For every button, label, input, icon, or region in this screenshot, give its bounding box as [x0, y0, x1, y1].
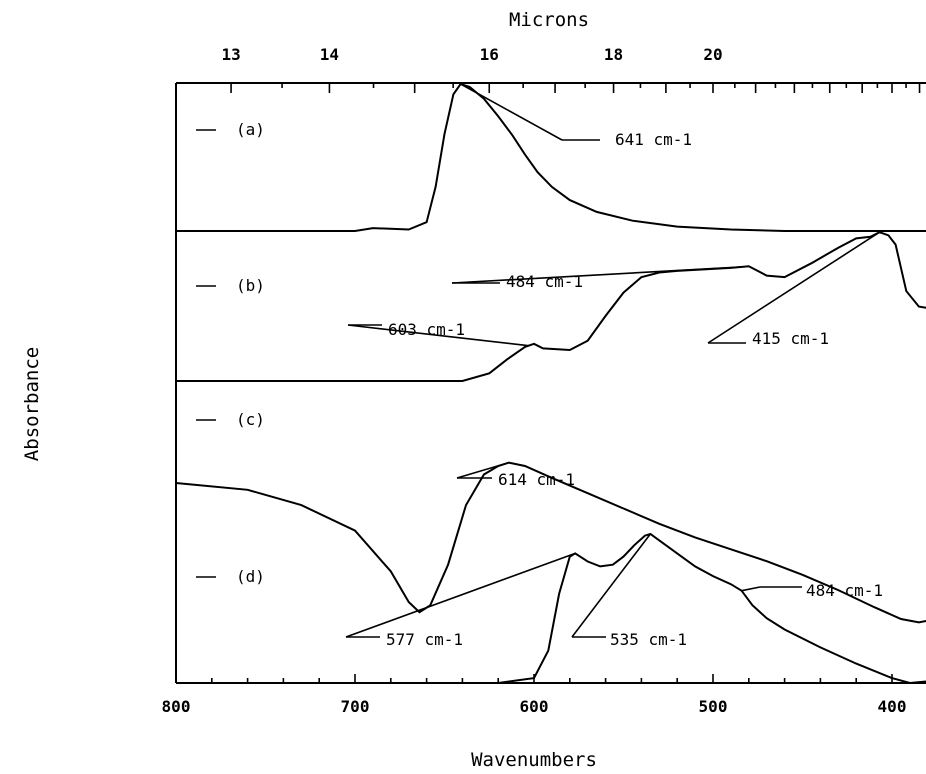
x-tick-label: 500	[699, 697, 728, 716]
trace-a	[176, 82, 926, 232]
annotation-leader	[707, 231, 880, 344]
annotation-leader	[456, 461, 510, 479]
x-tick-label: 600	[520, 697, 549, 716]
trace-c	[175, 461, 926, 624]
annotation-leader	[571, 533, 651, 638]
y-axis-title: Absorbance	[21, 347, 43, 461]
x-axis-title: Wavenumbers	[471, 749, 597, 771]
top-tick-label: 14	[320, 45, 339, 64]
annotation-label: 484 cm-1	[806, 581, 883, 600]
x-tick-label: 700	[341, 697, 370, 716]
top-tick-label: 13	[221, 45, 240, 64]
trace-label: (b)	[236, 276, 265, 295]
x-tick-label: 400	[878, 697, 907, 716]
annotation-leader	[460, 83, 563, 141]
top-tick-label: 18	[604, 45, 623, 64]
annotation-leader	[347, 324, 529, 347]
trace-labels: (a) (b) (c) (d)	[196, 120, 265, 586]
annotation-label: 415 cm-1	[752, 329, 829, 348]
annotation-label: 484 cm-1	[506, 272, 583, 291]
annotation-label: 614 cm-1	[498, 470, 575, 489]
trace-b	[176, 231, 926, 382]
annotation-label: 577 cm-1	[386, 630, 463, 649]
annotation-leader	[345, 552, 576, 638]
annotation-label: 641 cm-1	[615, 130, 692, 149]
top-tick-label: 16	[480, 45, 499, 64]
annotation-leader	[741, 586, 761, 592]
trace-label: (a)	[236, 120, 265, 139]
top-tick-label: 20	[703, 45, 722, 64]
annotation-label: 603 cm-1	[388, 320, 465, 339]
trace-label: (c)	[236, 410, 265, 429]
x-tick-label: 800	[162, 697, 191, 716]
axis-ticks: 800 700 600 500 400 13 14 16 18 20	[162, 45, 921, 716]
trace-label: (d)	[236, 567, 265, 586]
annotations: 641 cm-1 484 cm-1 603 cm-1 415 cm-1 614 cm-1…	[345, 83, 883, 649]
top-axis-title: Microns	[509, 9, 589, 31]
annotation-leader	[451, 266, 742, 284]
trace-d	[176, 532, 926, 685]
annotation-label: 535 cm-1	[610, 630, 687, 649]
